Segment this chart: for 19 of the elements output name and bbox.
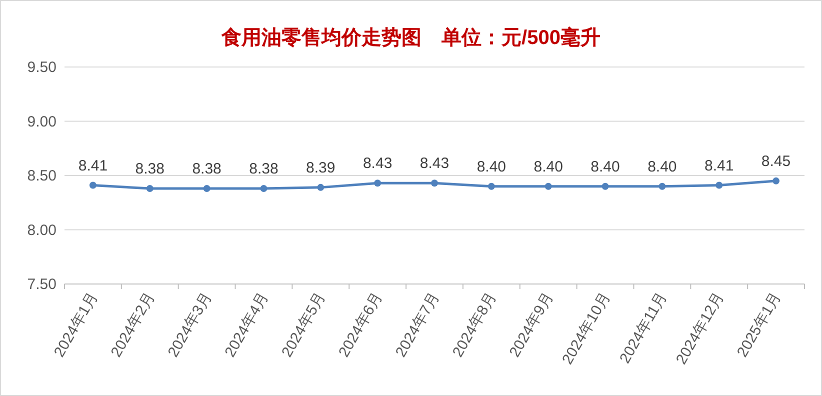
data-label: 8.38 [192, 160, 222, 178]
data-label: 8.38 [249, 160, 278, 178]
data-label: 8.43 [362, 155, 392, 172]
ytick: 9.00 [27, 113, 56, 130]
data-label: 8.40 [648, 158, 677, 176]
ytick: 9.50 [27, 59, 56, 76]
data-label: 8.40 [590, 158, 620, 176]
data-label: 8.41 [704, 157, 734, 174]
data-label: 8.40 [534, 158, 563, 176]
data-label: 8.45 [761, 152, 791, 170]
ytick: 8.50 [27, 168, 56, 184]
data-label: 8.40 [476, 158, 506, 176]
data-label: 8.38 [135, 160, 164, 178]
data-label: 8.41 [78, 157, 108, 174]
ytick: 8.00 [27, 222, 56, 239]
data-label: 8.39 [306, 159, 336, 176]
title: 食用油零售均价走势图 单位：元/500毫升 [222, 27, 600, 49]
ytick: 7.50 [27, 276, 56, 293]
data-label: 8.43 [420, 155, 450, 172]
